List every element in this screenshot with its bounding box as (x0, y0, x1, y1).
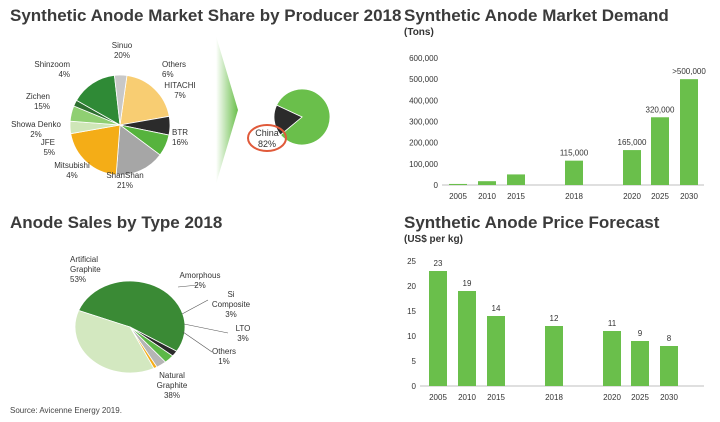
arrow-icon (216, 36, 238, 184)
demand-xtick-label: 2010 (478, 192, 496, 201)
producer-label-hitachi: HITACHI 7% (164, 81, 195, 100)
producer-label-mitsubishi: Mitsubishi 4% (54, 161, 90, 180)
price-data-label: 14 (492, 304, 501, 313)
producer-slice-btr (115, 124, 161, 176)
demand-bar-2025 (651, 117, 669, 185)
demand-data-label: 165,000 (618, 138, 647, 147)
demand-xtick-label: 2025 (651, 192, 669, 201)
sales-label-amorphous: Amorphous 2% (180, 271, 221, 290)
china-highlight-ring (247, 124, 287, 152)
price-ytick-label: 0 (412, 382, 417, 391)
producer-label-btr: BTR 16% (172, 128, 188, 147)
market-demand-title: Synthetic Anode Market Demand (404, 6, 669, 25)
inset-slice-other (273, 104, 303, 136)
demand-data-label: >500,000 (672, 67, 706, 76)
price-forecast-title: Synthetic Anode Price Forecast (404, 213, 660, 232)
producer-slice-sinuo (119, 75, 170, 126)
price-bar-2018 (545, 326, 563, 386)
price-bar-2030 (660, 346, 678, 386)
producer-slice-shanshan (70, 124, 121, 176)
demand-ytick-label: 200,000 (409, 139, 438, 148)
producer-label-sinuo: Sinuo 20% (112, 41, 133, 60)
price-data-label: 19 (463, 279, 472, 288)
price-data-label: 8 (667, 334, 672, 343)
producer-slice-shinzoom (113, 74, 128, 126)
sales-label-others: Others 1% (212, 347, 236, 366)
china-label: China (255, 128, 279, 138)
sales-leader-line (181, 299, 209, 315)
sales-label-natural-graphite: Natural Graphite 38% (157, 371, 188, 400)
sales-label-artificial-graphite: Artificial Graphite 53% (70, 255, 101, 284)
china-pct: 82% (258, 139, 276, 149)
demand-xtick-label: 2020 (623, 192, 641, 201)
anode-sales-title: Anode Sales by Type 2018 (10, 213, 223, 232)
demand-xtick-label: 2018 (565, 192, 583, 201)
demand-bar-2018 (565, 160, 583, 185)
price-xtick-label: 2020 (603, 393, 621, 402)
market-demand-unit: (Tons) (404, 27, 434, 38)
price-data-label: 11 (608, 319, 617, 328)
demand-bar-2005 (449, 183, 467, 185)
price-data-label: 12 (550, 314, 559, 323)
producer-label-others: Others 6% (162, 60, 186, 79)
price-ytick-label: 10 (407, 332, 416, 341)
demand-data-label: 115,000 (560, 149, 589, 158)
demand-ytick-label: 400,000 (409, 96, 438, 105)
demand-ytick-label: 600,000 (409, 54, 438, 63)
sales-label-lto: LTO 3% (236, 324, 251, 343)
price-bar-2025 (631, 341, 649, 386)
demand-bar-2020 (623, 150, 641, 185)
sales-slice-natural-graphite (74, 310, 155, 374)
price-ytick-label: 20 (407, 282, 416, 291)
sales-leader-line (177, 284, 199, 288)
demand-xtick-label: 2015 (507, 192, 525, 201)
price-forecast-unit: (US$ per kg) (404, 234, 463, 245)
price-ytick-label: 5 (412, 357, 417, 366)
price-xtick-label: 2018 (545, 393, 563, 402)
price-ytick-label: 25 (407, 257, 416, 266)
producer-label-jfe: JFE 5% (41, 138, 55, 157)
sales-leader-line (182, 331, 213, 353)
demand-ytick-label: 0 (434, 181, 439, 190)
price-bar-2005 (429, 271, 447, 386)
demand-data-label: 320,000 (646, 105, 675, 114)
sales-slice-artificial-graphite (78, 280, 186, 352)
price-data-label: 23 (434, 259, 443, 268)
demand-bar-2010 (478, 181, 496, 185)
producer-share-title: Synthetic Anode Market Share by Producer… (10, 6, 402, 25)
price-data-label: 9 (638, 329, 643, 338)
demand-xtick-label: 2005 (449, 192, 467, 201)
demand-ytick-label: 500,000 (409, 75, 438, 84)
producer-label-shanshan: ShanShan 21% (106, 171, 143, 190)
price-xtick-label: 2030 (660, 393, 678, 402)
inset-slice-china (276, 88, 331, 146)
demand-ytick-label: 100,000 (409, 160, 438, 169)
demand-ytick-label: 300,000 (409, 118, 438, 127)
producer-label-shinzoom: Shinzoom 4% (34, 60, 70, 79)
price-bar-2015 (487, 316, 505, 386)
sales-label-si-composite: Si Composite 3% (212, 290, 251, 319)
demand-bar-2015 (507, 174, 525, 185)
price-xtick-label: 2010 (458, 393, 476, 402)
price-bar-2020 (603, 331, 621, 386)
price-bar-2010 (458, 291, 476, 386)
price-ytick-label: 15 (407, 307, 416, 316)
producer-label-showa-denko: Showa Denko 2% (11, 120, 61, 139)
price-xtick-label: 2015 (487, 393, 505, 402)
producer-label-zichen: Zichen 15% (26, 92, 50, 111)
price-xtick-label: 2005 (429, 393, 447, 402)
price-xtick-label: 2025 (631, 393, 649, 402)
demand-xtick-label: 2030 (680, 192, 698, 201)
demand-bar-2030 (680, 79, 698, 185)
sales-leader-line (183, 323, 229, 334)
source-note: Source: Avicenne Energy 2019. (10, 406, 122, 415)
